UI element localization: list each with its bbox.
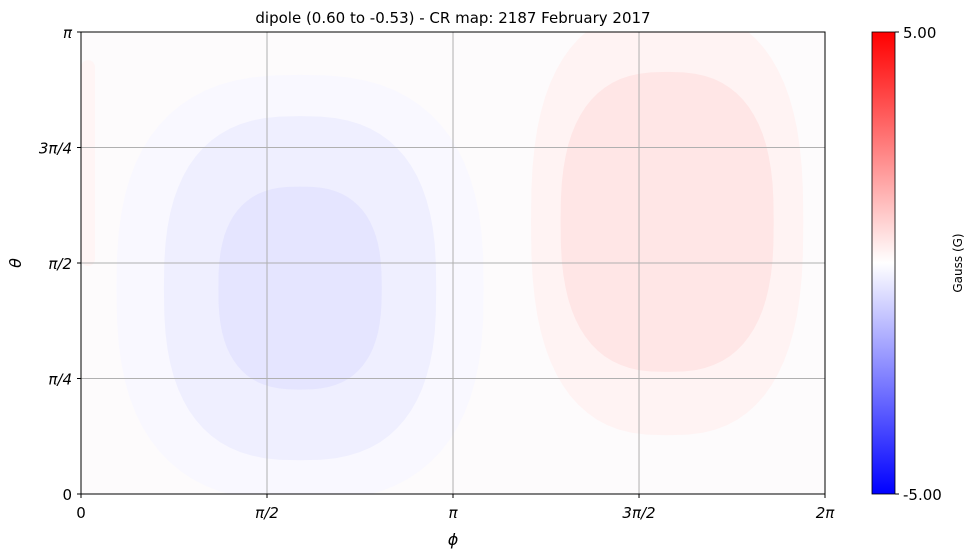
contour-field (81, 32, 804, 494)
y-tick-label-1: π/4 (48, 371, 72, 389)
y-axis-ticks: 0 π/4 π/2 3π/4 π (39, 24, 81, 504)
colorbar-max-label: 5.00 (903, 24, 936, 42)
x-tick-label-4: 2π (816, 504, 836, 522)
x-tick-label-3: 3π/2 (622, 504, 655, 522)
colorbar-label: Gauss (G) (951, 233, 965, 292)
x-tick-label-2: π (448, 504, 458, 522)
colorbar-min-label: -5.00 (903, 486, 942, 504)
contour-edge-positive (81, 60, 95, 267)
contour-negative-level-3 (218, 186, 382, 390)
x-tick-label-0: 0 (76, 504, 86, 522)
y-axis-label: θ (6, 258, 25, 268)
y-tick-label-0: 0 (62, 486, 72, 504)
x-axis-label: ϕ (448, 530, 459, 549)
contour-positive-level-2 (560, 71, 774, 372)
colorbar (871, 31, 896, 495)
chart-title: dipole (0.60 to -0.53) - CR map: 2187 Fe… (255, 9, 650, 27)
x-axis-ticks: 0 π/2 π 3π/2 2π (76, 494, 835, 522)
y-tick-label-4: π (63, 24, 73, 42)
y-tick-label-2: π/2 (48, 255, 72, 273)
y-tick-label-3: 3π/4 (39, 140, 72, 158)
x-tick-label-1: π/2 (255, 504, 279, 522)
gridlines (81, 32, 825, 494)
